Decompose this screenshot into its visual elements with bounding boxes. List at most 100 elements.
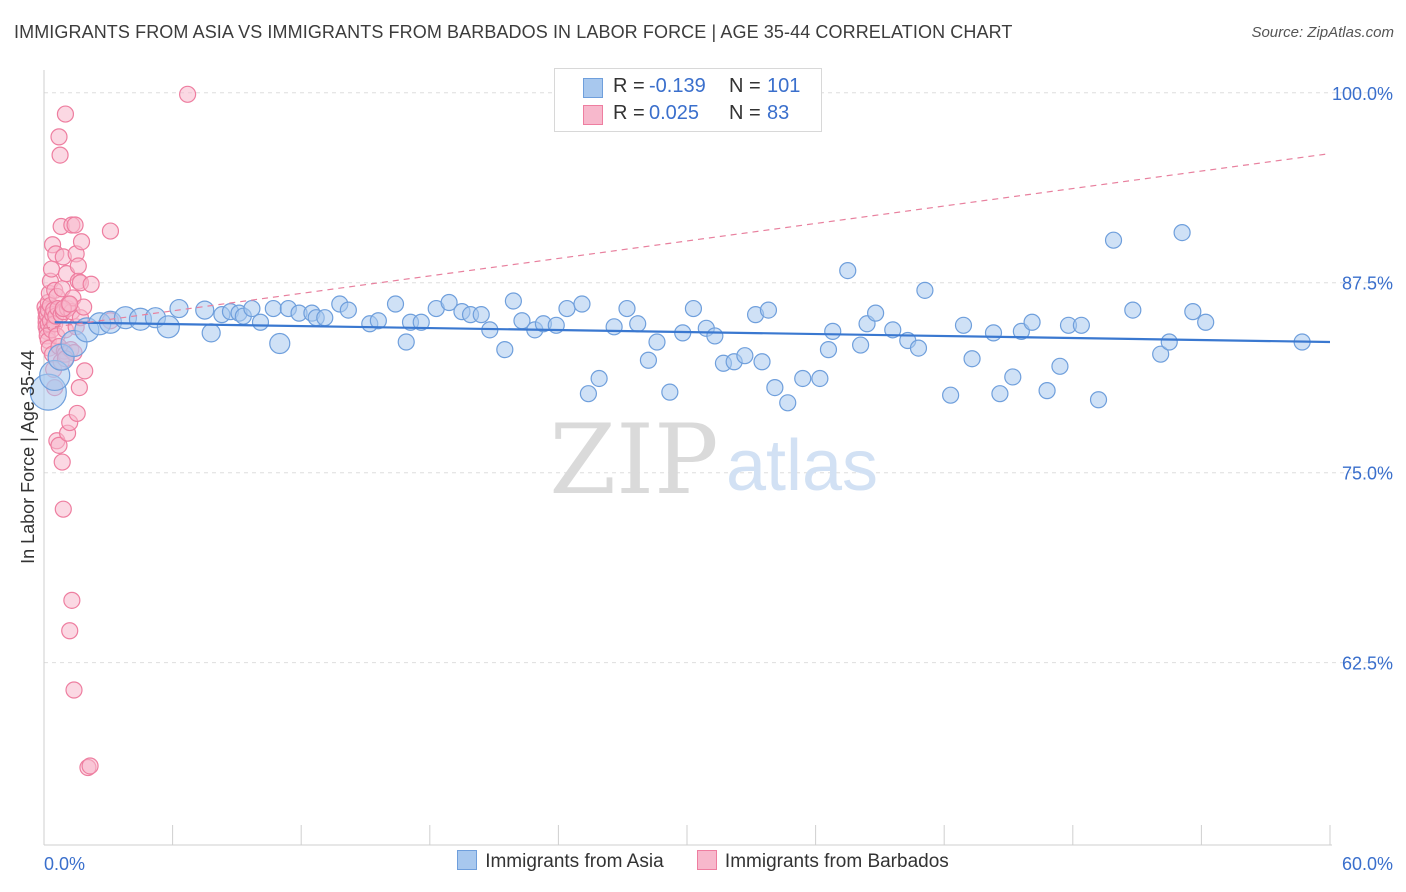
stats-r-label: R =: [613, 75, 645, 97]
stats-r-value: 0.025: [649, 102, 700, 124]
data-point: [639, 351, 658, 369]
data-point: [991, 385, 1009, 403]
stats-r-label: R =: [613, 102, 645, 124]
data-point: [1072, 316, 1090, 334]
data-point: [579, 385, 598, 403]
series-barbados: [36, 85, 197, 777]
data-point: [56, 105, 75, 123]
data-point: [1160, 333, 1178, 351]
y-tick-label: 87.5%: [1342, 274, 1393, 294]
data-point: [1089, 391, 1108, 409]
data-point: [504, 292, 522, 310]
data-point: [819, 341, 838, 359]
stats-n-label: N =: [729, 75, 761, 97]
x-tick-label: 0.0%: [44, 854, 85, 874]
data-point: [1004, 368, 1022, 386]
data-point: [811, 369, 829, 388]
stats-n-label: N =: [729, 102, 761, 124]
data-point: [558, 299, 576, 318]
data-point: [736, 347, 754, 365]
data-point: [618, 299, 636, 318]
y-axis-title: In Labor Force | Age 35-44: [18, 350, 38, 564]
data-point: [339, 301, 357, 319]
legend: Immigrants from Asia Immigrants from Bar…: [0, 850, 1406, 873]
data-point: [76, 362, 94, 380]
data-point: [590, 369, 608, 388]
data-point: [65, 681, 83, 699]
data-point: [1023, 313, 1041, 331]
data-point: [573, 295, 591, 313]
data-point: [179, 85, 197, 103]
data-point: [63, 591, 81, 609]
data-point: [984, 324, 1003, 342]
legend-swatch-asia: [457, 850, 478, 870]
data-point: [661, 383, 679, 401]
data-point: [169, 298, 189, 319]
data-point: [942, 386, 960, 404]
data-point: [496, 341, 514, 359]
data-point: [369, 312, 387, 330]
data-point: [316, 309, 334, 327]
chart-title: IMMIGRANTS FROM ASIA VS IMMIGRANTS FROM …: [14, 22, 1013, 42]
axes: [43, 70, 1332, 846]
data-point: [852, 336, 870, 354]
data-point: [243, 299, 261, 318]
data-point: [794, 369, 812, 388]
stats-swatch-asia: [583, 78, 603, 98]
data-point: [50, 128, 68, 146]
data-point: [54, 500, 72, 518]
data-point: [1173, 223, 1191, 242]
data-point: [1051, 357, 1069, 375]
data-point: [963, 350, 981, 368]
data-point: [412, 313, 430, 331]
legend-item-asia[interactable]: Immigrants from Asia: [457, 850, 664, 873]
data-point: [1197, 313, 1215, 331]
data-point: [1152, 345, 1170, 363]
data-point: [42, 260, 61, 278]
data-point: [195, 300, 215, 320]
data-point: [706, 327, 724, 345]
data-point: [251, 313, 270, 331]
data-point: [629, 315, 647, 333]
y-tick-label: 62.5%: [1342, 654, 1393, 674]
data-point: [779, 394, 797, 412]
data-point: [684, 299, 703, 318]
legend-label-asia: Immigrants from Asia: [485, 851, 664, 872]
data-point: [101, 222, 120, 240]
data-point: [66, 216, 84, 234]
y-tick-label: 75.0%: [1342, 464, 1393, 484]
data-point: [472, 306, 490, 324]
data-point: [156, 315, 180, 339]
data-point: [386, 295, 405, 313]
data-point: [824, 322, 842, 340]
legend-label-barbados: Immigrants from Barbados: [724, 851, 949, 872]
data-point: [53, 453, 71, 471]
data-point: [605, 318, 623, 336]
stats-r-value: -0.139: [649, 75, 706, 97]
data-point: [440, 293, 458, 312]
axis-labels: 100.0% 87.5% 75.0% 62.5% 0.0% 60.0% In Labor F…: [18, 84, 1393, 874]
data-point: [1038, 382, 1056, 400]
source-credit: Source: ZipAtlas.com: [1251, 24, 1394, 41]
data-point: [68, 404, 86, 423]
data-point: [759, 301, 778, 319]
data-point: [1104, 231, 1123, 249]
data-point: [81, 757, 99, 775]
stats-n-value: 83: [767, 102, 790, 124]
trend-lines: [43, 152, 1331, 344]
data-point: [766, 378, 784, 397]
data-point: [72, 233, 91, 251]
data-point: [61, 622, 79, 640]
data-point: [884, 321, 902, 339]
stats-legend: R = -0.139 N = 101 R = 0.025 N = 83: [554, 68, 822, 132]
data-point: [61, 295, 79, 313]
data-point: [69, 257, 87, 275]
watermark-atlas: atlas: [726, 426, 878, 506]
data-point: [1184, 303, 1202, 321]
trend-line-barbados: [43, 152, 1331, 329]
data-point: [70, 378, 88, 397]
data-point: [82, 275, 100, 293]
legend-item-barbados[interactable]: Immigrants from Barbados: [696, 850, 949, 873]
data-point: [1124, 301, 1142, 319]
